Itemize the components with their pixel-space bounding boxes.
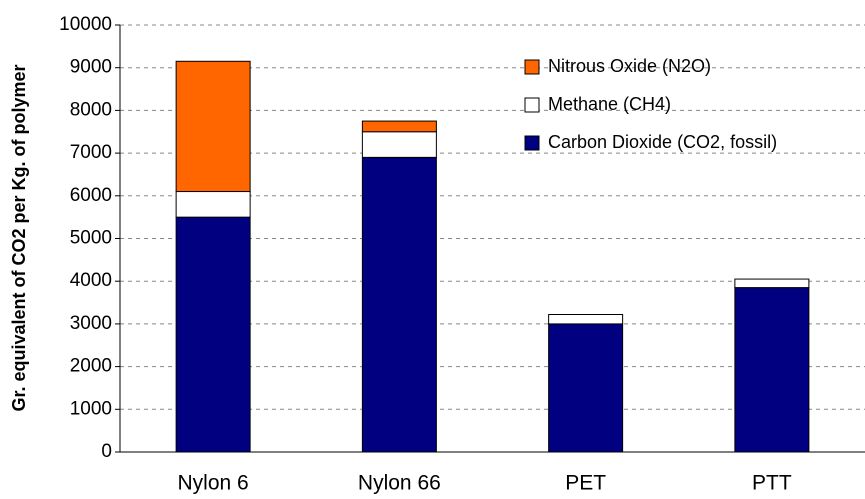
y-tick-label: 6000: [70, 185, 112, 206]
legend-swatch: [524, 97, 540, 113]
bar-segment: [361, 120, 437, 133]
bar-segment: [734, 287, 810, 453]
x-tick-label: PET: [565, 472, 606, 495]
y-axis-label: Gr. equivalent of CO2 per Kg. of polymer: [9, 64, 29, 411]
legend-label: Carbon Dioxide (CO2, fossil): [548, 132, 777, 152]
y-tick-label: 10000: [59, 14, 112, 35]
x-tick-label: PTT: [752, 472, 792, 495]
bar-segment: [361, 131, 437, 158]
y-tick-label: 9000: [70, 57, 112, 78]
bar-segment: [361, 156, 437, 453]
y-tick-label: 5000: [70, 228, 112, 249]
y-tick-label: 1000: [70, 398, 112, 419]
bar-segment: [734, 278, 810, 289]
bar-segment: [175, 191, 251, 218]
y-tick-label: 0: [101, 441, 112, 462]
legend-label: Methane (CH4): [548, 94, 671, 114]
y-tick-label: 4000: [70, 270, 112, 291]
y-tick-label: 2000: [70, 356, 112, 377]
bar-segment: [175, 60, 251, 193]
y-tick-label: 8000: [70, 99, 112, 120]
bar-segment: [548, 323, 624, 453]
legend-swatch: [524, 135, 540, 151]
bar-segment: [175, 216, 251, 453]
y-tick-label: 7000: [70, 142, 112, 163]
y-tick-label: 3000: [70, 313, 112, 334]
legend-swatch: [524, 59, 540, 75]
x-tick-label: Nylon 66: [358, 472, 441, 495]
x-tick-label: Nylon 6: [178, 472, 249, 495]
bar-segment: [548, 314, 624, 325]
legend-label: Nitrous Oxide (N2O): [548, 56, 711, 76]
